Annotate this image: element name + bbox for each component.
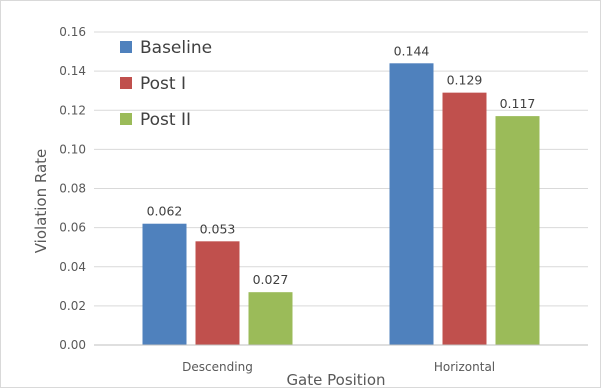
y-tick-label: 0.00 (59, 338, 86, 352)
bar-baseline-horizontal (389, 63, 434, 346)
x-category-label: Horizontal (434, 360, 495, 374)
y-tick-label: 0.04 (59, 260, 86, 274)
data-label: 0.144 (394, 43, 430, 58)
bar-post-i-horizontal (442, 92, 487, 345)
y-tick-label: 0.10 (59, 142, 86, 156)
y-axis-title: Violation Rate (32, 149, 50, 254)
legend-label: Post I (140, 74, 186, 94)
data-label: 0.062 (147, 204, 183, 219)
y-tick-label: 0.08 (59, 182, 86, 196)
legend: Baseline Post I Post II (120, 38, 212, 130)
data-label: 0.053 (200, 221, 236, 236)
data-label: 0.027 (253, 272, 289, 287)
x-category-label: Descending (182, 360, 253, 374)
legend-swatch (120, 77, 132, 89)
legend-label: Baseline (140, 38, 212, 58)
y-tick-label: 0.14 (59, 64, 86, 78)
legend-label: Post II (140, 110, 191, 130)
bar-post-ii-descending (248, 292, 293, 345)
y-axis-ticks: 0.00 0.02 0.04 0.06 0.08 0.10 0.12 0.14 0.16 (59, 25, 86, 352)
y-tick-label: 0.06 (59, 221, 86, 235)
data-labels: 0.062 0.053 0.027 0.144 0.129 0.117 (147, 43, 536, 287)
legend-swatch (120, 113, 132, 125)
bar-post-ii-horizontal (495, 116, 540, 346)
data-label: 0.117 (500, 96, 536, 111)
x-axis-categories: Descending Horizontal (182, 360, 495, 374)
x-axis-title: Gate Position (286, 371, 385, 389)
bars (142, 63, 540, 346)
bar-baseline-descending (142, 223, 187, 345)
bar-post-i-descending (195, 241, 240, 345)
y-tick-label: 0.12 (59, 103, 86, 117)
legend-swatch (120, 41, 132, 53)
data-label: 0.129 (447, 73, 483, 88)
y-tick-label: 0.16 (59, 25, 86, 39)
y-tick-label: 0.02 (59, 299, 86, 313)
